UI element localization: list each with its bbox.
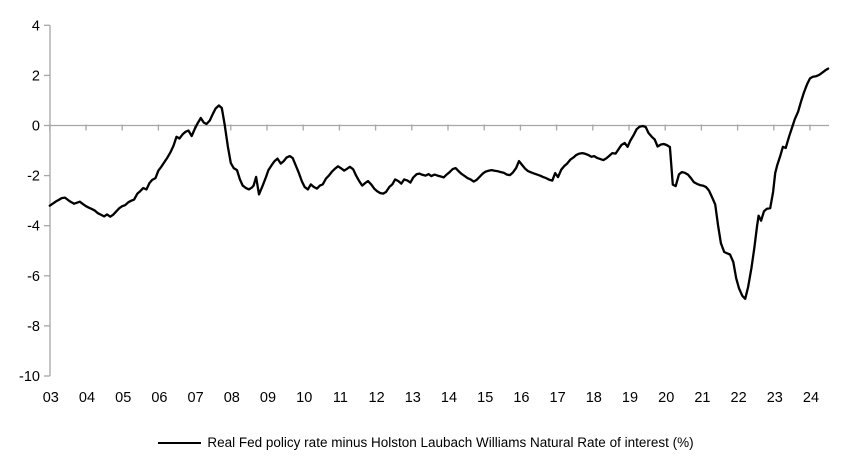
x-tick-label: 16 [513,390,529,406]
y-tick-label: 4 [32,18,40,34]
x-tick-label: 10 [296,390,312,406]
y-tick-label: -10 [19,369,40,385]
x-tick-label: 18 [586,390,602,406]
x-tick-label: 23 [767,390,783,406]
x-tick-label: 15 [477,390,493,406]
y-tick-label: -4 [27,219,40,235]
y-tick-label: 0 [32,119,40,135]
legend-label: Real Fed policy rate minus Holston Lauba… [207,435,694,450]
legend: Real Fed policy rate minus Holston Lauba… [0,435,852,450]
y-tick-label: -2 [27,169,40,185]
x-tick-label: 20 [658,390,674,406]
x-tick-label: 08 [224,390,240,406]
legend-line-sample [158,441,202,444]
x-tick-label: 12 [369,390,385,406]
x-tick-label: 03 [43,390,59,406]
series-line [48,67,830,300]
x-tick-label: 13 [405,390,421,406]
x-tick-label: 21 [694,390,710,406]
y-tick-label: -6 [27,269,40,285]
x-tick-label: 09 [260,390,276,406]
x-tick-label: 14 [441,390,457,406]
x-tick-label: 22 [731,390,747,406]
x-tick-label: 24 [803,390,819,406]
x-tick-label: 11 [333,390,348,406]
x-tick-label: 07 [188,390,204,406]
y-tick-label: -8 [27,319,40,335]
x-tick-label: 04 [79,390,95,406]
x-tick-label: 06 [151,390,167,406]
x-tick-label: 19 [622,390,638,406]
x-tick-label: 05 [115,390,131,406]
x-tick-label: 17 [550,390,566,406]
y-tick-label: 2 [32,68,40,84]
